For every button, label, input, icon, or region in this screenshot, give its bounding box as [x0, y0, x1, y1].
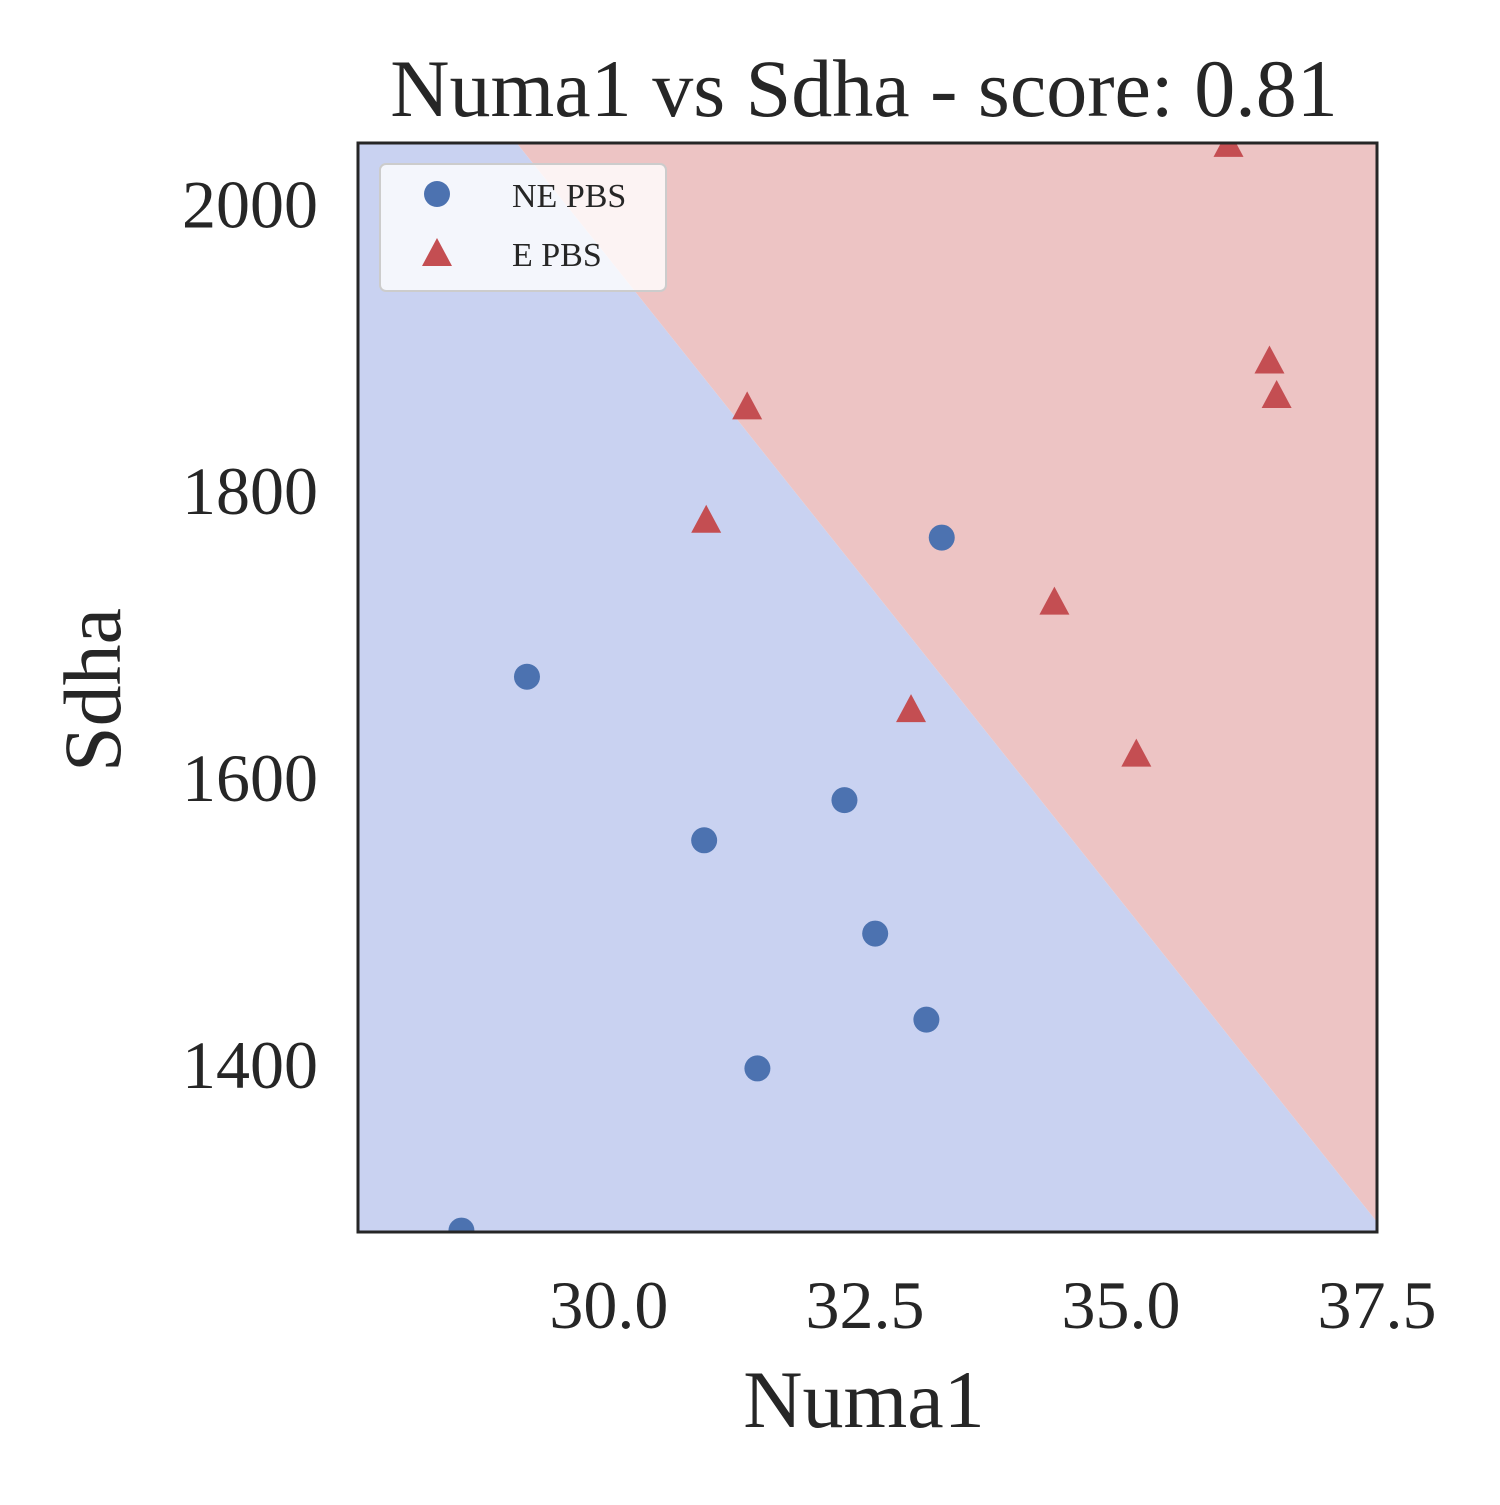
decision-regions: [358, 143, 1377, 1232]
data-point-ne-pbs: [928, 524, 955, 551]
region-e-pbs: [516, 143, 1377, 1222]
data-point-ne-pbs: [831, 787, 858, 814]
x-axis-label: Numa1: [743, 1354, 984, 1445]
data-point-e-pbs: [1121, 738, 1152, 767]
data-point-e-pbs: [1213, 143, 1244, 157]
region-ne-pbs: [358, 143, 1377, 1232]
x-tick-label: 30.0: [549, 1267, 668, 1343]
data-point-e-pbs: [1039, 586, 1070, 615]
x-tick-label: 35.0: [1061, 1267, 1180, 1343]
y-tick-label: 1400: [182, 1027, 318, 1103]
data-point-ne-pbs: [691, 827, 718, 854]
y-tick-label: 1800: [182, 453, 318, 529]
y-tick-label: 1600: [182, 740, 318, 816]
legend: NE PBS E PBS: [379, 163, 667, 292]
data-point-ne-pbs: [448, 1217, 475, 1232]
data-point-e-pbs: [732, 391, 763, 420]
y-tick-label: 2000: [182, 166, 318, 242]
legend-label-e-pbs: E PBS: [512, 237, 602, 274]
legend-box: [379, 163, 667, 292]
legend-label-ne-pbs: NE PBS: [512, 178, 626, 215]
data-point-ne-pbs: [913, 1006, 940, 1033]
data-point-e-pbs: [691, 504, 722, 533]
x-axis-ticks: 30.0 32.5 35.0 37.5: [549, 1267, 1436, 1343]
x-tick-label: 32.5: [805, 1267, 924, 1343]
legend-circle-marker: [424, 181, 450, 207]
y-axis-label: Sdha: [47, 608, 138, 772]
x-tick-label: 37.5: [1318, 1267, 1437, 1343]
legend-triangle-marker: [422, 238, 452, 266]
data-point-ne-pbs: [862, 920, 889, 947]
data-markers: [448, 143, 1292, 1232]
y-axis-ticks: 1400 1600 1800 2000: [182, 166, 318, 1103]
data-point-ne-pbs: [744, 1055, 771, 1082]
data-point-e-pbs: [896, 694, 927, 723]
data-point-e-pbs: [1261, 379, 1292, 408]
plot-frame: [356, 141, 1379, 1234]
data-point-e-pbs: [1254, 345, 1285, 374]
chart-title: Numa1 vs Sdha - score: 0.81: [390, 43, 1337, 134]
data-point-ne-pbs: [513, 663, 540, 690]
